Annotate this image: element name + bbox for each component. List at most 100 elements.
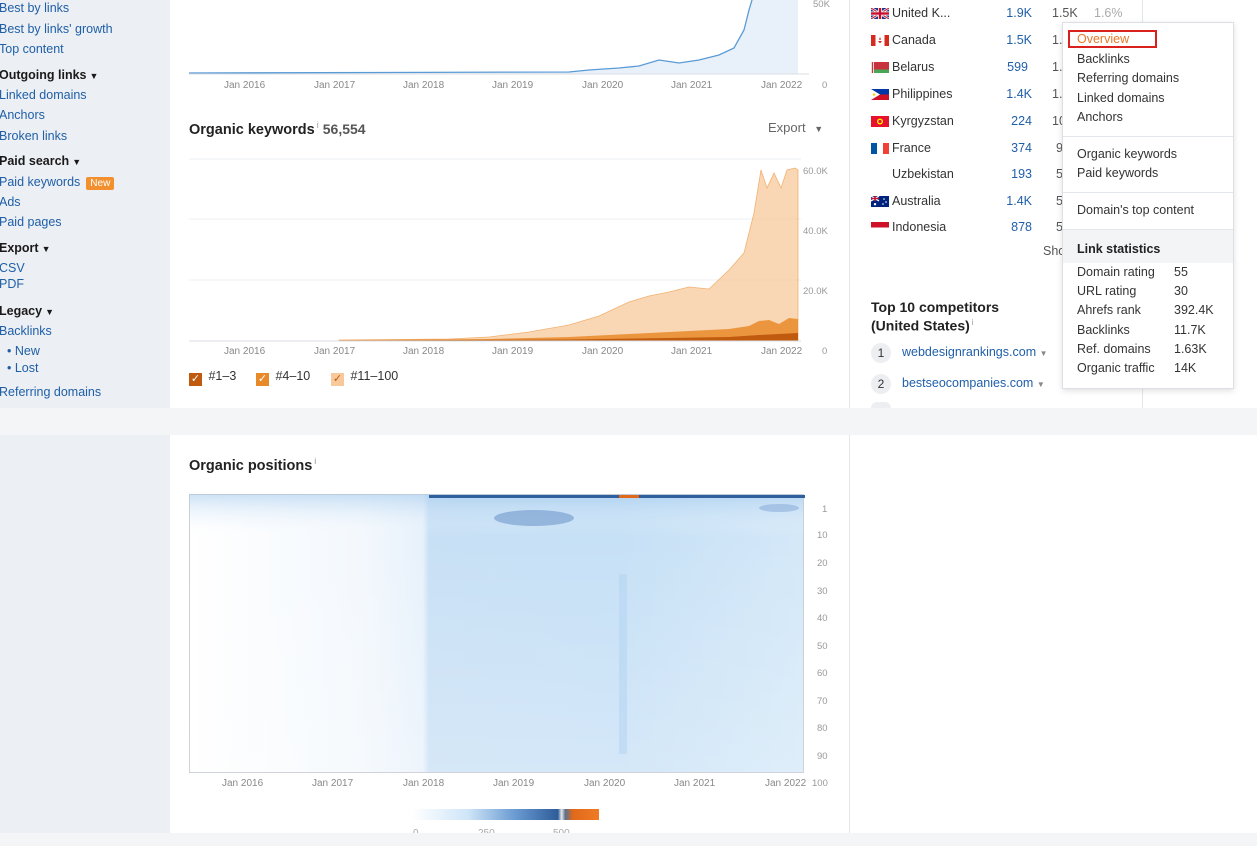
pos-y-tick: 100 [812, 778, 828, 789]
show-more-link[interactable]: Sho [1043, 244, 1066, 258]
menu-item-paid-keywords[interactable]: Paid keywords [1077, 166, 1159, 180]
country-name: Philippines [892, 87, 953, 101]
sidebar-link-referring-domains[interactable]: Referring domains [0, 385, 102, 399]
competitor-rank-partial [871, 402, 891, 408]
country-percent: 1.6% [1094, 6, 1123, 20]
country-name: Kyrgyzstan [892, 114, 954, 128]
series-top100-area [338, 167, 799, 342]
country-row-france[interactable]: France [871, 141, 931, 155]
sidebar-link-anchors[interactable]: Anchors [0, 108, 45, 122]
country-row-canada[interactable]: Canada [871, 33, 936, 47]
sidebar-link-lost[interactable]: • Lost [7, 361, 39, 375]
caret-down-icon[interactable]: ▼ [1039, 349, 1048, 358]
country-value[interactable]: 878 [1011, 220, 1032, 234]
country-row-uzbekistan[interactable]: Uzbekistan [892, 167, 954, 181]
country-value[interactable]: 1.4K [1006, 87, 1032, 101]
x-tick: Jan 2019 [492, 80, 534, 91]
pos-y-tick: 50 [817, 641, 828, 652]
flag-philippines-icon [871, 89, 889, 101]
x-tick: Jan 2019 [493, 778, 535, 789]
heatmap-color-scale [412, 809, 599, 820]
caret-down-icon[interactable]: ▼ [1036, 380, 1045, 389]
competitor-link[interactable]: bestseocompanies.com ▼ [902, 376, 1045, 390]
country-value[interactable]: 1.9K [1006, 6, 1032, 20]
info-icon[interactable]: i [316, 120, 319, 130]
sidebar-link-pdf[interactable]: PDF [0, 277, 24, 291]
sidebar-link-paid-keywords[interactable]: Paid keywords New [0, 175, 115, 190]
export-button[interactable]: Export ▼ [768, 120, 823, 135]
menu-item-top-content[interactable]: Domain's top content [1077, 203, 1195, 217]
menu-item-backlinks[interactable]: Backlinks [1077, 52, 1130, 66]
country-row-uk[interactable]: United K... [871, 6, 950, 20]
x-tick: Jan 2017 [312, 778, 354, 789]
kw-y-tick: 60.0K [803, 166, 828, 177]
menu-item-linked-domains[interactable]: Linked domains [1077, 91, 1165, 105]
sidebar-link-new[interactable]: • New [7, 344, 40, 358]
domain-context-menu: Overview Backlinks Referring domains Lin… [1062, 22, 1234, 389]
menu-item-anchors[interactable]: Anchors [1077, 110, 1123, 124]
pos-y-tick: 80 [817, 723, 828, 734]
sidebar-link-ads[interactable]: Ads [0, 195, 21, 209]
country-value[interactable]: 224 [1011, 114, 1032, 128]
info-icon[interactable]: i [314, 456, 317, 466]
menu-item-overview[interactable]: Overview [1077, 32, 1130, 46]
column-divider-lower [849, 435, 850, 833]
sidebar-link-paid-pages[interactable]: Paid pages [0, 215, 62, 229]
legend-top100[interactable]: ✓ #11–100 [331, 369, 398, 386]
competitor-rank: 1 [871, 343, 891, 363]
country-row-indonesia[interactable]: Indonesia [871, 220, 946, 234]
legend-top3[interactable]: ✓ #1–3 [189, 369, 236, 386]
sidebar-link-best-by-links[interactable]: Best by links [0, 1, 70, 15]
sidebar-link-broken-links[interactable]: Broken links [0, 129, 68, 143]
stats-header-band [1063, 229, 1233, 263]
competitors-title-line1: Top 10 competitors [871, 299, 1000, 315]
color-scale-labels: 0 250 500 [413, 826, 599, 833]
paid-keywords-label: Paid keywords [0, 175, 81, 189]
country-row-kyrgyzstan[interactable]: Kyrgyzstan [871, 114, 954, 128]
organic-keywords-chart [189, 158, 801, 342]
sidebar-link-backlinks[interactable]: Backlinks [0, 324, 52, 338]
country-name: Indonesia [892, 220, 947, 234]
country-value-2: 1. [1052, 33, 1063, 47]
menu-divider [1063, 229, 1233, 230]
country-value[interactable]: 1.5K [1006, 33, 1032, 47]
competitors-title: Top 10 competitors (United States) i [871, 299, 999, 334]
stat-value: 392.4K [1174, 303, 1214, 317]
sidebar-header-export[interactable]: Export ▼ [0, 241, 51, 257]
flag-australia-icon [871, 196, 889, 208]
sidebar-link-top-content[interactable]: Top content [0, 42, 64, 56]
country-row-belarus[interactable]: Belarus [871, 60, 934, 74]
sidebar-link-csv[interactable]: CSV [0, 261, 25, 275]
export-header-label: Export [0, 241, 39, 255]
sidebar-header-legacy[interactable]: Legacy ▼ [0, 304, 54, 320]
sidebar-link-best-by-links-growth[interactable]: Best by links' growth [0, 22, 113, 36]
competitor-rank: 2 [871, 374, 891, 394]
country-row-philippines[interactable]: Philippines [871, 87, 952, 101]
x-tick: Jan 2021 [671, 80, 713, 91]
country-value-2: 5 [1056, 220, 1063, 234]
sidebar-header-outgoing[interactable]: Outgoing links ▼ [0, 68, 98, 84]
legend-top10[interactable]: ✓ #4–10 [256, 369, 310, 386]
menu-divider [1063, 192, 1233, 193]
x-tick: Jan 2022 [761, 346, 803, 357]
country-value[interactable]: 193 [1011, 167, 1032, 181]
stat-label: Backlinks [1077, 323, 1130, 337]
country-value[interactable]: 1.4K [1006, 194, 1032, 208]
country-value[interactable]: 374 [1011, 141, 1032, 155]
country-row-australia[interactable]: Australia [871, 194, 941, 208]
x-tick: Jan 2016 [222, 778, 264, 789]
x-tick: Jan 2018 [403, 778, 445, 789]
country-value[interactable]: 599 [1007, 60, 1028, 74]
paid-header-label: Paid search [0, 154, 70, 168]
overview-highlight [1068, 30, 1157, 48]
sidebar-header-paid-search[interactable]: Paid search ▼ [0, 154, 81, 170]
menu-item-referring-domains[interactable]: Referring domains [1077, 71, 1180, 85]
menu-item-organic-keywords[interactable]: Organic keywords [1077, 147, 1178, 161]
competitor-link[interactable]: webdesignrankings.com ▼ [902, 345, 1048, 359]
sidebar-link-linked-domains[interactable]: Linked domains [0, 88, 87, 102]
pos-y-tick: 20 [817, 558, 828, 569]
x-tick: Jan 2018 [403, 80, 445, 91]
sidebar-background-lower [0, 435, 170, 833]
info-icon[interactable]: i [971, 318, 974, 327]
traffic-y-zero: 0 [822, 80, 828, 91]
